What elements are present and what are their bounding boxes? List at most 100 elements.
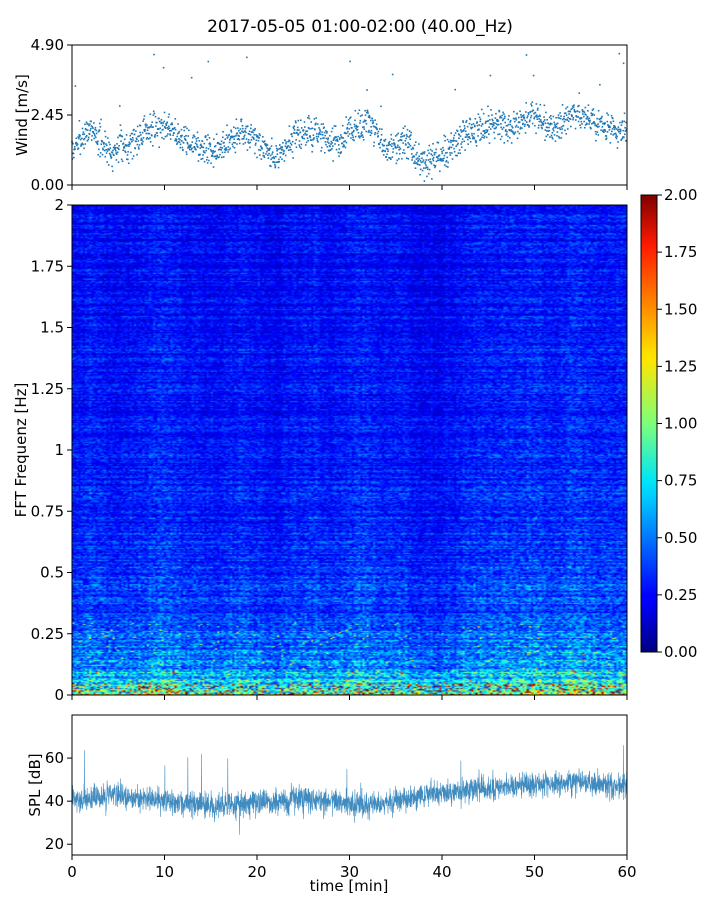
wind-point — [263, 140, 266, 142]
wind-point — [568, 117, 571, 120]
wind-point — [188, 148, 191, 151]
wind-point — [130, 138, 132, 141]
wind-point — [585, 117, 588, 120]
wind-point — [236, 138, 239, 140]
wind-point — [161, 136, 163, 139]
wind-point — [340, 151, 342, 153]
wind-point — [309, 135, 311, 137]
wind-point — [369, 131, 371, 134]
wind-point — [515, 119, 518, 121]
wind-point — [78, 134, 80, 136]
wind-point — [172, 127, 175, 130]
wind-point — [228, 141, 231, 144]
wind-point — [74, 85, 77, 87]
wind-point — [411, 159, 413, 161]
wind-point — [278, 160, 280, 163]
wind-point — [578, 92, 581, 94]
wind-point — [117, 147, 120, 150]
colorbar-tick-label: 1.00 — [664, 415, 697, 433]
wind-point — [571, 115, 573, 117]
wind-point — [388, 140, 391, 143]
wind-point — [461, 138, 464, 140]
wind-point — [610, 133, 612, 135]
wind-point — [579, 124, 581, 127]
wind-point — [245, 138, 248, 140]
wind-point — [171, 123, 174, 126]
wind-point — [499, 115, 502, 118]
wind-point — [238, 138, 241, 141]
wind-point — [591, 109, 594, 112]
wind-point — [547, 122, 550, 125]
wind-point — [507, 135, 509, 138]
wind-point — [472, 123, 475, 125]
wind-point — [79, 138, 82, 141]
wind-point — [433, 164, 435, 167]
wind-point — [111, 170, 114, 172]
wind-point — [625, 121, 627, 124]
wind-point — [620, 124, 623, 126]
wind-point — [468, 136, 470, 138]
wind-point — [347, 130, 349, 133]
wind-point — [124, 151, 127, 154]
wind-point — [524, 132, 527, 134]
wind-point — [588, 117, 591, 120]
wind-point — [473, 132, 475, 135]
wind-point — [209, 149, 212, 151]
wind-point — [509, 136, 511, 139]
wind-point — [279, 147, 282, 150]
wind-point — [295, 146, 298, 149]
wind-point — [418, 155, 420, 158]
wind-point — [448, 147, 451, 149]
wind-point — [420, 161, 423, 164]
wind-point — [73, 146, 76, 148]
wind-point — [169, 134, 172, 136]
wind-point — [397, 144, 399, 147]
colorbar-tick-label: 0.00 — [664, 643, 697, 661]
wind-point — [433, 153, 436, 156]
wind-point — [283, 160, 286, 162]
wind-point — [396, 159, 399, 162]
wind-point — [159, 120, 161, 123]
wind-point — [212, 152, 214, 155]
wind-point — [283, 152, 285, 155]
wind-point — [419, 164, 421, 166]
wind-point — [518, 121, 521, 123]
wind-point — [169, 138, 172, 140]
wind-point — [586, 115, 589, 118]
wind-point — [310, 127, 312, 130]
wind-point — [94, 126, 97, 129]
wind-point — [335, 136, 338, 138]
wind-point — [475, 145, 478, 147]
wind-point — [431, 158, 434, 160]
wind-point — [147, 132, 149, 135]
wind-point — [471, 126, 474, 129]
wind-point — [426, 166, 429, 169]
wind-point — [498, 110, 501, 113]
wind-point — [114, 149, 117, 152]
wind-point — [415, 153, 417, 156]
wind-point — [119, 134, 121, 136]
wind-point — [384, 138, 387, 141]
wind-point — [563, 120, 566, 123]
wind-point — [86, 122, 88, 125]
wind-point — [613, 128, 616, 131]
wind-point — [414, 162, 416, 165]
wind-point — [228, 149, 230, 151]
wind-point — [416, 151, 418, 154]
wind-point — [178, 138, 180, 140]
wind-point — [472, 136, 475, 138]
wind-point — [459, 125, 461, 128]
wind-point — [404, 140, 407, 142]
wind-point — [497, 120, 500, 122]
wind-point — [544, 129, 547, 131]
wind-point — [125, 144, 127, 146]
wind-point — [147, 138, 150, 140]
wind-point — [128, 141, 131, 144]
wind-point — [616, 128, 618, 130]
wind-point — [256, 156, 258, 159]
wind-point — [465, 121, 467, 123]
wind-point — [476, 121, 478, 123]
wind-point — [543, 104, 546, 107]
wind-point — [220, 143, 222, 146]
wind-point — [187, 147, 189, 149]
